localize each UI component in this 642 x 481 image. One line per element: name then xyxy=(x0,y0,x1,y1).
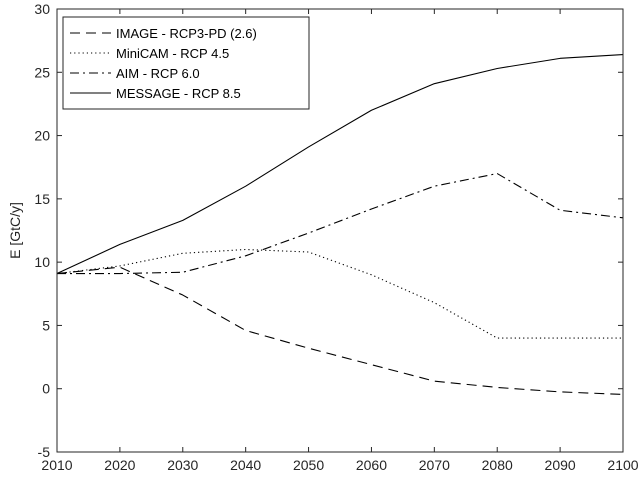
y-tick-label-3: 10 xyxy=(34,254,50,270)
x-tick-label-0: 2010 xyxy=(41,457,72,473)
legend-entry-2: AIM - RCP 6.0 xyxy=(116,66,200,81)
y-tick-label-0: -5 xyxy=(38,444,51,460)
series-layer xyxy=(56,54,624,395)
series-line-2 xyxy=(57,172,624,275)
series-line-3 xyxy=(56,54,624,275)
y-tick-label-1: 0 xyxy=(42,381,50,397)
legend-box xyxy=(62,16,310,110)
axes-box xyxy=(56,8,624,453)
y-tick-label-5: 20 xyxy=(34,128,50,144)
y-tick-label-6: 25 xyxy=(34,64,50,80)
x-tick-label-5: 2060 xyxy=(356,457,387,473)
x-tick-label-4: 2050 xyxy=(293,457,324,473)
y-tick-label-7: 30 xyxy=(34,1,50,17)
x-tick-label-3: 2040 xyxy=(230,457,261,473)
y-tick-label-2: 5 xyxy=(42,317,50,333)
x-tick-label-6: 2070 xyxy=(419,457,450,473)
y-tick-label-4: 15 xyxy=(34,191,50,207)
x-tick-label-9: 2100 xyxy=(607,457,638,473)
legend-entry-0: IMAGE - RCP3-PD (2.6) xyxy=(116,26,257,41)
x-tick-label-2: 2030 xyxy=(167,457,198,473)
axes-layer: 2010 2020 2030 2040 2050 2060 2070 2080 2090 2100… xyxy=(7,1,639,473)
y-axis-label: E [GtC/y] xyxy=(7,202,23,259)
x-tick-label-1: 2020 xyxy=(104,457,135,473)
x-tick-label-7: 2080 xyxy=(482,457,513,473)
series-line-0 xyxy=(56,266,624,395)
legend: IMAGE - RCP3-PD (2.6) MiniCAM - RCP 4.5 AI… xyxy=(62,16,310,110)
x-tick-label-8: 2090 xyxy=(545,457,576,473)
legend-entry-3: MESSAGE - RCP 8.5 xyxy=(116,86,241,101)
legend-entry-1: MiniCAM - RCP 4.5 xyxy=(116,46,229,61)
